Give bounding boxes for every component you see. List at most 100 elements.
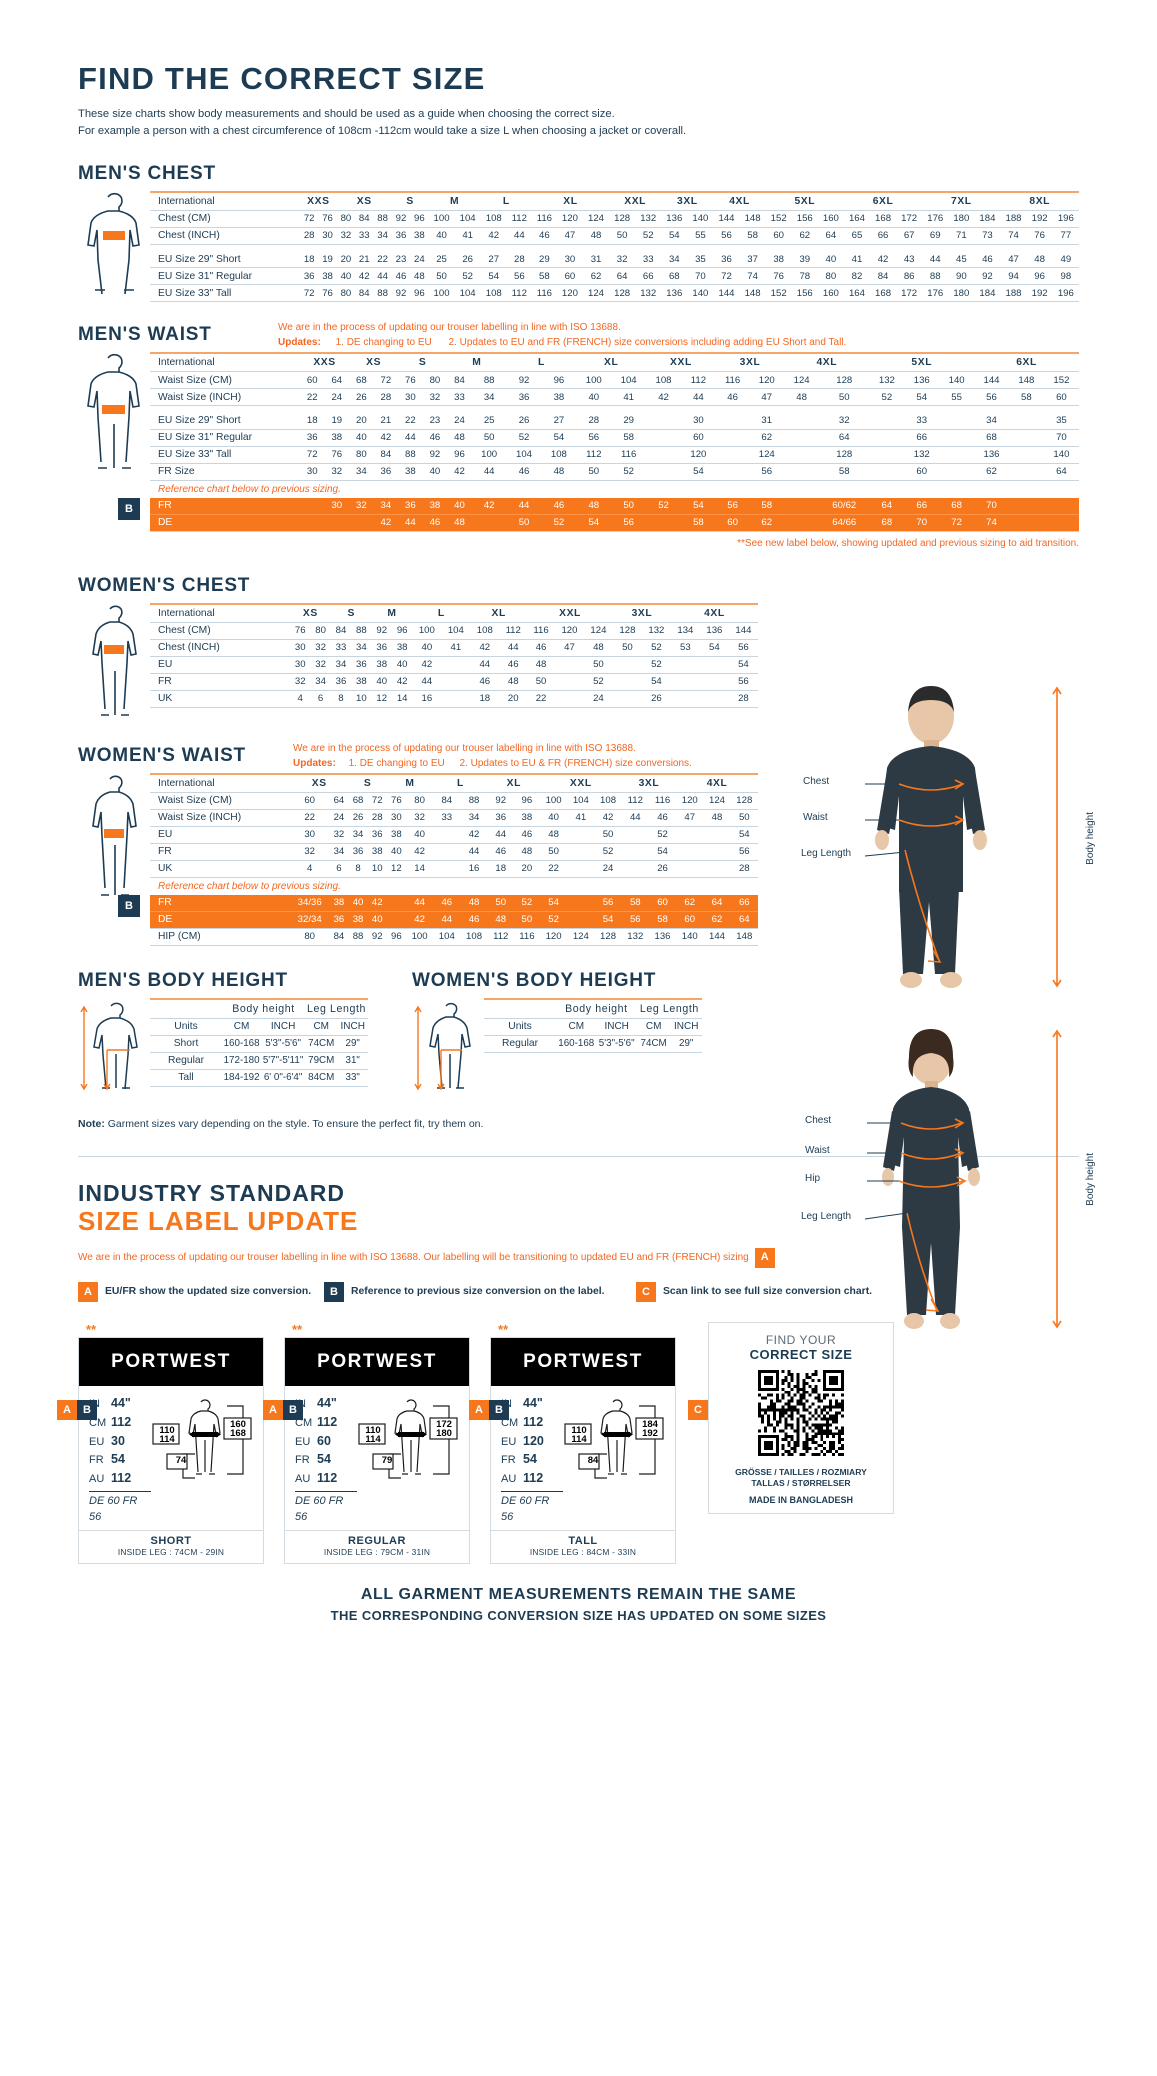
cell: 92 [395,287,407,299]
cell: 54 [693,466,704,478]
cell: 74 [1008,230,1019,242]
badge-b-icon: B [118,498,140,521]
table-row: HIP (CM) 80 84 88 92 96 100 104 108 112 116 120 124 1… [150,928,758,946]
cell: 48 [460,894,488,912]
cell: 42 [877,253,889,265]
cell: 76 [294,625,306,637]
cell: 76 [322,213,333,225]
cell: 44 [507,642,519,654]
row-label: EU Size 29" Short [158,415,241,427]
cell: 38 [553,391,565,403]
badge-b-icon: B [77,1399,97,1420]
cell: 132 [648,625,665,637]
cell: 72 [380,374,392,386]
cell: 47 [1008,253,1019,265]
empty-corner [484,1000,556,1019]
height-range-bottom: 168 [230,1427,246,1439]
qr-code-image[interactable] [715,1369,887,1461]
cell: 71 [956,230,967,242]
cell: 132 [640,287,657,299]
cell: 76 [405,374,416,386]
cell: 36 [380,466,392,478]
cell [1008,514,1044,532]
female-waist-callout: Waist [805,1145,830,1156]
label-size-value: 44" [523,1395,543,1410]
spacer-row [150,406,1079,413]
table-group-header-row: Body height Leg Length [150,1000,368,1019]
cell [716,463,749,480]
cell: 48 [553,466,565,478]
size-header-3xl: 3XL [638,777,660,789]
mens-chest-title: MEN'S CHEST [78,162,216,184]
fit-name: REGULAR [348,1535,406,1548]
cell: 55 [951,391,962,403]
leg-length-box: 79 [381,1454,393,1466]
cell: 164 [848,213,865,225]
cell: 37 [747,253,758,265]
size-header-m: M [450,195,460,207]
spacer [150,406,1079,413]
cell: 4 [297,693,303,705]
womens-chest-table-wrap: International XS S M L XL XXL 3XL 4XL Chest (CM) 7… [150,602,758,708]
cell: 62 [749,514,785,532]
topline [150,997,368,1000]
cell: 46 [541,497,577,515]
section-divider [78,1155,1079,1157]
cell: 124 [793,374,810,386]
cell: 18 [495,863,507,875]
cell: 67 [903,230,915,242]
inside-leg-text: INSIDE LEG : 84CM - 33IN [529,1547,637,1558]
table-row: Waist Size (INCH) 22 24 26 28 30 32 33 34 36 38 40 4… [150,809,758,827]
cell: 128 [614,287,631,299]
womens-body-height-title: WOMEN'S BODY HEIGHT [412,969,657,991]
table-row: UK 4 6 8 10 12 14 16 18 20 22 24 26 28 [150,860,758,878]
cell: 112 [511,213,527,225]
cell: 160-168 [558,1038,595,1050]
cell: 54 [488,270,500,282]
cell: 47 [684,812,696,824]
cell: 96 [396,625,408,637]
cell: 5'3"-5'6" [598,1038,635,1050]
cell: 96 [414,287,425,299]
cell: 84 [380,449,392,461]
size-header-4xl: 4XL [706,777,728,789]
cell [646,514,681,532]
cell: 120 [561,625,578,637]
cell: 128 [619,625,636,637]
cell: 42 [454,466,465,478]
cell: 46 [495,846,507,858]
cell: 18 [479,693,491,705]
industry-section: INDUSTRY STANDARD SIZE LABEL UPDATE We a… [57,1180,1079,1623]
size-header-xl: XL [491,607,506,619]
cell: 5'3"-5'6" [265,1038,301,1050]
label-size-value: 54 [523,1452,537,1467]
cell [869,429,904,446]
cell: 152 [770,287,787,299]
row-label-header: International [158,357,215,369]
cell: 90 [956,270,967,282]
cell: 152 [770,213,787,225]
cell: 134 [677,625,694,637]
table-header-row: International XXS XS S M L XL XXL 3XL 4XL 5XL 6XL [150,354,1079,372]
size-header-3xl: 3XL [631,607,653,619]
model-photos: Chest Waist Leg Length Body height [779,680,1096,1362]
cell: 8 [355,863,361,875]
cell [567,911,595,929]
cell: 28 [513,253,525,265]
cell: 144 [718,287,735,299]
cell: 44 [398,514,423,532]
fit-name: TALL [568,1535,598,1548]
cell: 54 [539,894,568,912]
womens-body-height-table-wrap: Body height Leg Length Units CM INCH CM INCH Re… [484,997,702,1053]
cell: 68 [668,270,680,282]
cell [622,860,649,877]
cell: 104 [438,931,455,943]
cell [567,894,595,912]
size-header-xl: XL [563,195,578,207]
cell: 34 [377,230,388,242]
row-label: EU [158,829,173,841]
